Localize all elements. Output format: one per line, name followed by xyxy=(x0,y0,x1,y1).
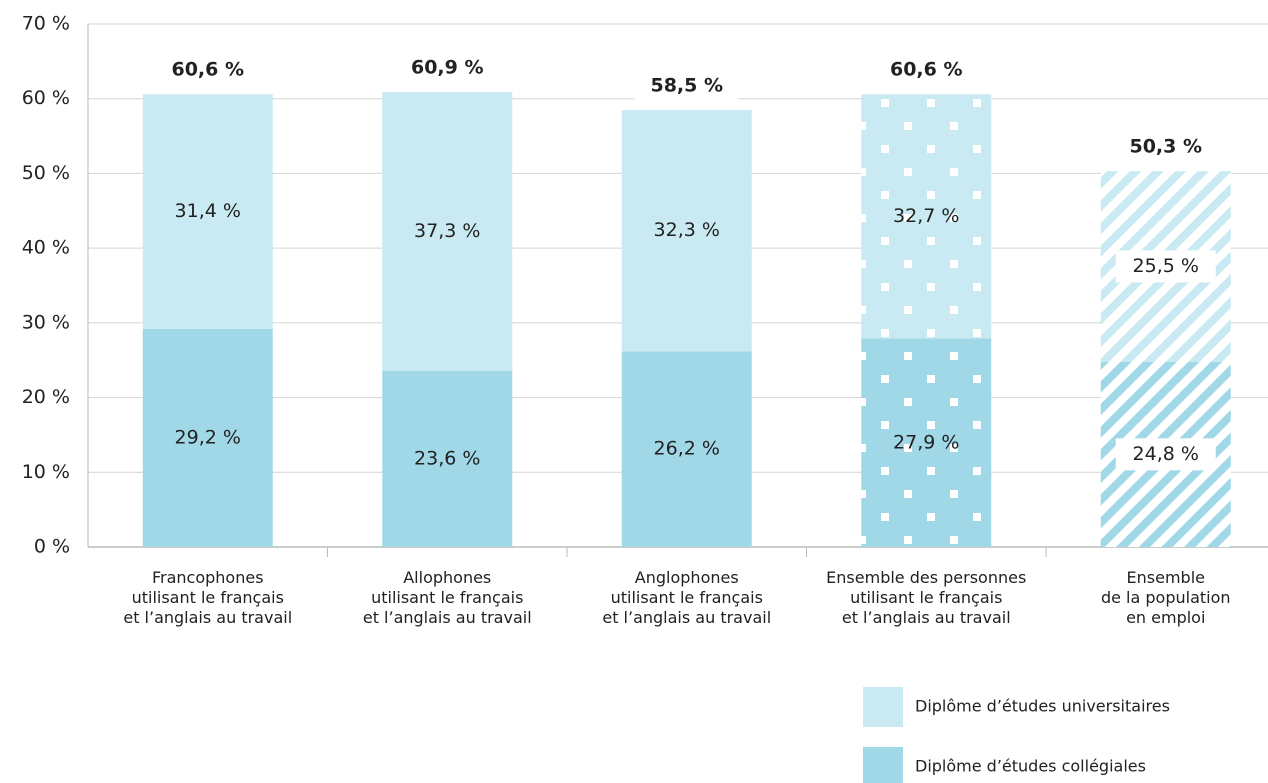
x-tick-label: Anglophones utilisant le français et l’ang… xyxy=(602,568,771,627)
segment-label: 31,4 % xyxy=(175,200,241,222)
x-tick-label: Allophones utilisant le français et l’angl… xyxy=(363,568,532,627)
y-tick-label: 0 % xyxy=(34,536,70,558)
segment-label: 23,6 % xyxy=(414,447,480,469)
bar-segment xyxy=(382,370,513,547)
x-tick-label: Francophones utilisant le français et l’an… xyxy=(123,568,292,627)
total-label: 60,6 % xyxy=(890,59,963,81)
total-label-bg xyxy=(874,54,979,87)
bar-segment xyxy=(142,94,273,329)
label-bg xyxy=(1115,250,1216,283)
segment-label: 27,9 % xyxy=(893,431,959,453)
total-label: 60,9 % xyxy=(411,56,484,78)
total-label: 58,5 % xyxy=(650,74,723,96)
total-label-bg xyxy=(634,69,739,102)
total-label-bg xyxy=(155,54,260,87)
segment-label: 26,2 % xyxy=(654,438,720,460)
y-tick-label: 20 % xyxy=(22,386,70,408)
x-tick-label: Ensemble des personnes utilisant le franç… xyxy=(826,568,1026,627)
legend-label: Diplôme d’études universitaires xyxy=(915,697,1170,716)
segment-label: 37,3 % xyxy=(414,220,480,242)
total-label-bg xyxy=(1113,131,1218,164)
total-label: 60,6 % xyxy=(171,59,244,81)
legend-label: Diplôme d’études collégiales xyxy=(915,757,1146,776)
bar-segment xyxy=(861,338,992,547)
bar-segment xyxy=(382,91,513,371)
y-tick-label: 70 % xyxy=(22,13,70,35)
bar-segment xyxy=(861,94,992,339)
x-tick-label: Ensemble de la population en emploi xyxy=(1101,568,1231,627)
segment-label: 25,5 % xyxy=(1133,255,1199,277)
bar-segment xyxy=(621,109,752,352)
legend-swatch xyxy=(863,687,903,727)
y-tick-label: 40 % xyxy=(22,237,70,259)
segment-label: 29,2 % xyxy=(175,426,241,448)
total-label-bg xyxy=(395,51,500,84)
segment-label: 24,8 % xyxy=(1133,443,1199,465)
bar-segment xyxy=(142,328,273,547)
segment-label: 32,7 % xyxy=(893,205,959,227)
y-tick-label: 60 % xyxy=(22,87,70,109)
y-tick-label: 50 % xyxy=(22,162,70,184)
bar-segment xyxy=(621,351,752,547)
legend-swatch xyxy=(863,747,903,783)
segment-label: 32,3 % xyxy=(654,219,720,241)
y-tick-label: 10 % xyxy=(22,461,70,483)
label-bg xyxy=(1115,438,1216,471)
y-tick-label: 30 % xyxy=(22,311,70,333)
total-label: 50,3 % xyxy=(1129,136,1202,158)
